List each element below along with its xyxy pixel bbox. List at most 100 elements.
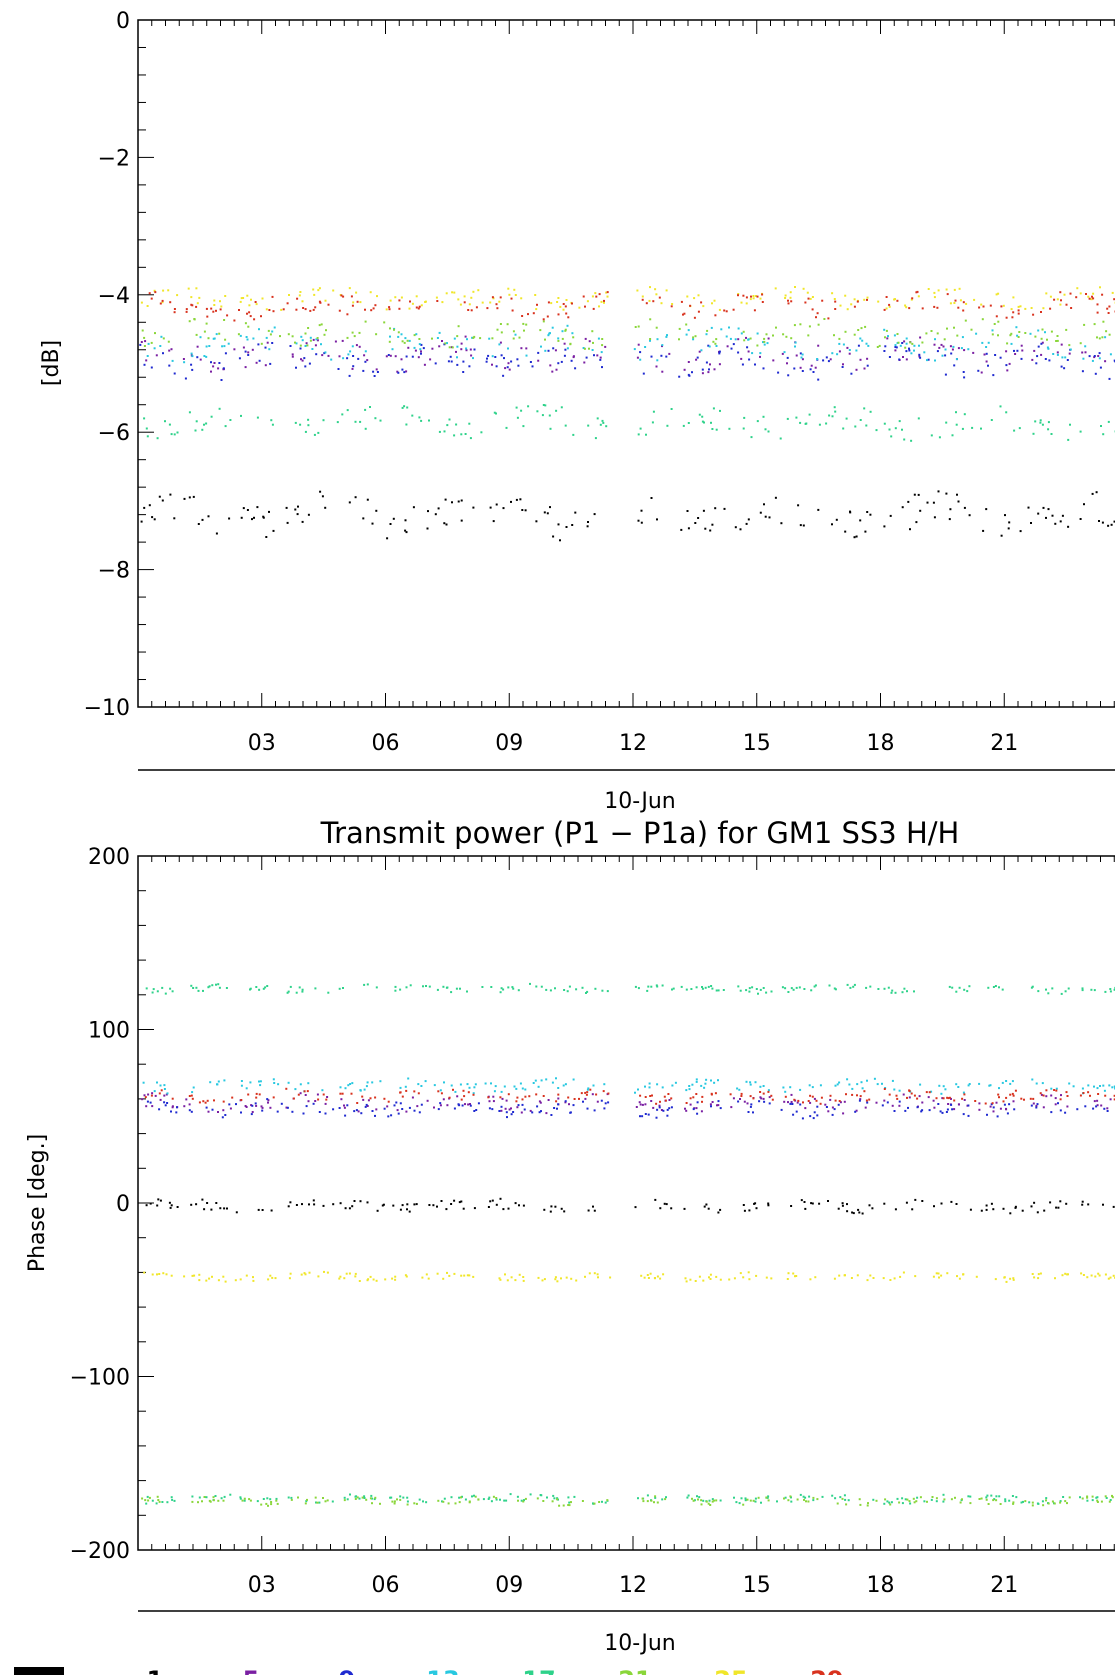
data-point — [536, 410, 539, 413]
data-point — [256, 1500, 259, 1503]
data-point — [540, 345, 542, 348]
data-point — [585, 992, 587, 994]
data-point — [324, 299, 327, 302]
data-point — [215, 1202, 218, 1204]
data-point — [411, 355, 414, 358]
data-point — [366, 1279, 369, 1282]
data-point — [534, 294, 537, 296]
data-point — [584, 305, 586, 308]
data-point — [814, 984, 817, 987]
data-point — [514, 333, 517, 336]
data-point — [1011, 316, 1014, 319]
data-point — [510, 1276, 513, 1279]
data-point — [1047, 428, 1050, 431]
data-point — [565, 299, 568, 301]
data-point — [1081, 989, 1084, 992]
data-point — [442, 1500, 445, 1503]
data-point — [295, 366, 297, 369]
data-point — [500, 987, 503, 990]
data-point — [654, 1496, 657, 1499]
data-point — [524, 509, 527, 512]
data-point — [261, 1109, 264, 1112]
data-point — [869, 985, 872, 988]
data-point — [849, 986, 852, 989]
data-point — [920, 1110, 923, 1113]
data-point — [742, 1276, 745, 1279]
data-point — [1040, 342, 1043, 345]
power-plot-ylabel: [dB] — [39, 340, 64, 386]
data-point — [705, 1500, 708, 1503]
data-point — [272, 310, 275, 313]
data-point — [1050, 1087, 1053, 1090]
data-point — [202, 989, 204, 992]
data-point — [951, 986, 954, 989]
data-point — [260, 342, 263, 345]
data-point — [687, 373, 690, 376]
data-point — [932, 1275, 935, 1278]
data-point — [1027, 506, 1030, 509]
data-point — [953, 326, 955, 329]
data-point — [989, 304, 992, 307]
power-xtick-label: 15 — [743, 731, 771, 756]
data-point — [916, 1496, 919, 1499]
data-point — [817, 323, 820, 326]
data-point — [496, 328, 499, 331]
data-point — [222, 367, 225, 370]
data-point — [457, 1103, 460, 1106]
data-point — [495, 1498, 498, 1501]
data-point — [910, 439, 913, 442]
data-point — [1107, 524, 1110, 527]
data-point — [817, 378, 820, 381]
data-point — [837, 1103, 840, 1106]
data-point — [157, 1499, 160, 1501]
data-point — [586, 990, 589, 993]
data-point — [307, 418, 310, 421]
data-point — [593, 354, 595, 357]
data-point — [441, 340, 443, 342]
phase-xtick-label: 15 — [743, 1573, 771, 1598]
data-point — [312, 1102, 315, 1105]
data-point — [381, 1204, 384, 1207]
data-point — [1048, 359, 1051, 362]
data-point — [201, 1500, 203, 1503]
data-point — [741, 363, 744, 366]
data-point — [580, 1092, 583, 1095]
data-point — [1024, 1500, 1027, 1503]
data-point — [568, 1504, 571, 1507]
data-point — [292, 1097, 295, 1100]
data-point — [1084, 1105, 1087, 1108]
data-point — [271, 295, 274, 298]
data-point — [1011, 1080, 1014, 1083]
data-point — [460, 499, 463, 502]
data-point — [748, 1209, 751, 1212]
data-point — [841, 1204, 844, 1207]
data-point — [168, 423, 171, 426]
data-point — [719, 409, 721, 412]
data-point — [634, 326, 637, 328]
data-point — [789, 296, 792, 299]
data-point — [723, 507, 726, 510]
data-point — [656, 985, 659, 988]
data-point — [905, 337, 908, 340]
data-point — [371, 1497, 373, 1500]
data-point — [208, 1277, 211, 1280]
data-point — [1045, 292, 1048, 295]
data-point — [477, 1498, 480, 1501]
data-point — [519, 1082, 522, 1085]
data-point — [518, 1273, 521, 1276]
data-point — [740, 1095, 743, 1097]
data-point — [588, 340, 591, 343]
data-point — [994, 1278, 997, 1281]
data-point — [1041, 1500, 1044, 1503]
data-point — [486, 357, 488, 360]
data-point — [302, 1112, 305, 1115]
data-point — [1098, 357, 1101, 360]
data-point — [833, 334, 835, 337]
data-point — [908, 307, 911, 310]
data-point — [1036, 1103, 1039, 1106]
data-point — [596, 417, 599, 420]
data-point — [222, 1100, 225, 1103]
data-point — [886, 1500, 889, 1503]
data-point — [253, 516, 255, 519]
data-point — [159, 345, 162, 347]
